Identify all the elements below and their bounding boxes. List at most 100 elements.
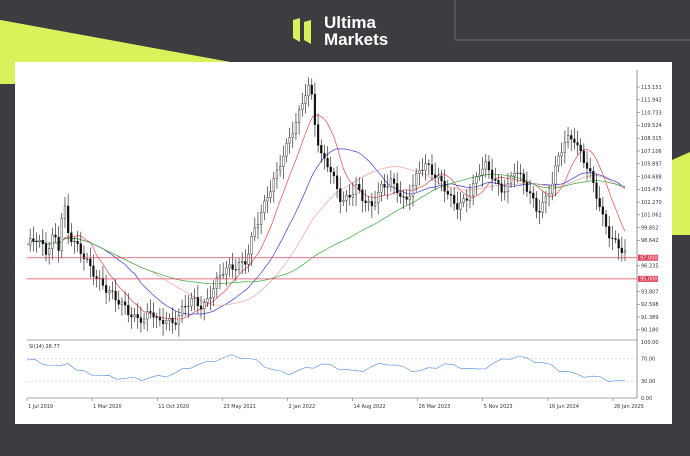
decor-frame bbox=[454, 0, 690, 41]
candle-body bbox=[57, 236, 60, 251]
candle-body bbox=[326, 158, 329, 168]
candle-body bbox=[528, 191, 532, 194]
ma-mid-line bbox=[26, 148, 626, 315]
ma-slow-line bbox=[26, 166, 626, 306]
candle-body bbox=[557, 155, 560, 167]
candle-body bbox=[89, 258, 92, 267]
candle-body bbox=[516, 172, 519, 174]
candle-body bbox=[139, 317, 143, 323]
candles bbox=[29, 77, 627, 337]
candle-body bbox=[443, 180, 446, 192]
candle-body bbox=[82, 253, 86, 260]
candle-body bbox=[389, 178, 392, 187]
candle-body bbox=[367, 201, 370, 204]
price-axis: 113.151 111.942 110.733 109.524 108.315 107.1… bbox=[27, 70, 662, 399]
candle-body bbox=[38, 240, 41, 242]
candle-body bbox=[430, 164, 434, 175]
price-tick-label: 99.852 bbox=[641, 225, 659, 231]
level-badge-0 bbox=[638, 254, 658, 261]
candle-body bbox=[570, 135, 573, 140]
level-label-1: 95.000 bbox=[640, 277, 658, 283]
candle-body bbox=[582, 150, 585, 164]
candle-body bbox=[405, 196, 408, 200]
candle-body bbox=[358, 184, 361, 190]
candle-body bbox=[437, 175, 440, 179]
candle-body bbox=[212, 288, 215, 298]
candle-body bbox=[617, 239, 620, 249]
candle-body bbox=[377, 191, 380, 204]
candle-body bbox=[272, 178, 275, 192]
candle-body bbox=[354, 184, 358, 195]
candle-body bbox=[538, 211, 541, 213]
candle-body bbox=[168, 318, 171, 321]
candle-body bbox=[316, 124, 320, 146]
candle-body bbox=[142, 318, 146, 323]
candle-body bbox=[285, 142, 288, 157]
candle-body bbox=[465, 198, 468, 201]
candle-body bbox=[155, 316, 158, 318]
candle-body bbox=[256, 224, 260, 229]
candle-body bbox=[383, 184, 386, 188]
candle-body bbox=[453, 194, 456, 204]
candle-body bbox=[263, 200, 266, 213]
candle-body bbox=[472, 183, 475, 197]
candle-body bbox=[206, 298, 209, 303]
candle-body bbox=[386, 186, 389, 188]
brand-wordmark: Ultima Markets bbox=[324, 14, 388, 48]
candle-body bbox=[95, 276, 98, 280]
candle-body bbox=[234, 269, 237, 271]
level-lines: 97.000 95.000 bbox=[27, 254, 658, 283]
candle-body bbox=[456, 203, 459, 210]
candle-body bbox=[497, 180, 500, 184]
candle-body bbox=[114, 291, 117, 301]
date-tick-label: 26 Jan 2025 bbox=[614, 404, 644, 410]
candle-body bbox=[180, 306, 184, 316]
candle-body bbox=[427, 163, 430, 165]
candle-body bbox=[509, 175, 513, 184]
candle-body bbox=[608, 226, 611, 239]
price-tick-label: 104.688 bbox=[641, 174, 662, 180]
candle-body bbox=[396, 183, 399, 194]
date-tick-label: 5 Nov 2023 bbox=[484, 404, 513, 410]
candle-body bbox=[203, 302, 206, 310]
candle-body bbox=[190, 298, 193, 307]
price-tick-label: 90.180 bbox=[641, 328, 659, 334]
candle-body bbox=[133, 314, 136, 318]
candle-body bbox=[342, 200, 345, 202]
price-tick-label: 96.235 bbox=[641, 264, 659, 270]
date-tick-label: 1 Jul 2019 bbox=[28, 404, 53, 410]
candle-body bbox=[506, 183, 510, 192]
candle-body bbox=[446, 191, 449, 195]
ma-fast-line bbox=[26, 114, 626, 320]
candle-body bbox=[171, 318, 174, 324]
candle-body bbox=[250, 236, 253, 255]
candle-body bbox=[76, 241, 79, 244]
candle-body bbox=[364, 200, 367, 204]
price-tick-label: 108.315 bbox=[641, 136, 662, 142]
date-axis: 1 Jul 2019 1 Mar 2020 11 Oct 2020 23 May 20… bbox=[26, 398, 644, 410]
candle-body bbox=[228, 264, 231, 269]
candle-body bbox=[282, 156, 285, 167]
candle-body bbox=[101, 277, 105, 286]
candle-body bbox=[323, 152, 326, 159]
candle-body bbox=[35, 240, 38, 242]
price-tick-label: 111.942 bbox=[641, 98, 662, 104]
candle-body bbox=[29, 238, 32, 246]
candle-body bbox=[522, 173, 525, 183]
candle-body bbox=[462, 198, 465, 203]
candle-body bbox=[237, 262, 241, 270]
price-tick-label: 102.270 bbox=[641, 200, 662, 206]
level-label-0: 97.000 bbox=[640, 256, 658, 262]
candle-body bbox=[313, 93, 317, 125]
candle-body bbox=[351, 193, 354, 198]
candle-body bbox=[174, 322, 177, 325]
candle-body bbox=[127, 304, 130, 316]
candle-body bbox=[32, 238, 35, 242]
candle-body bbox=[67, 205, 70, 233]
level-badge-1 bbox=[638, 275, 658, 282]
candle-body bbox=[225, 267, 228, 275]
candle-body bbox=[294, 122, 298, 135]
price-tick-label: 113.151 bbox=[641, 85, 662, 91]
candle-body bbox=[92, 265, 95, 277]
candle-body bbox=[614, 238, 617, 240]
